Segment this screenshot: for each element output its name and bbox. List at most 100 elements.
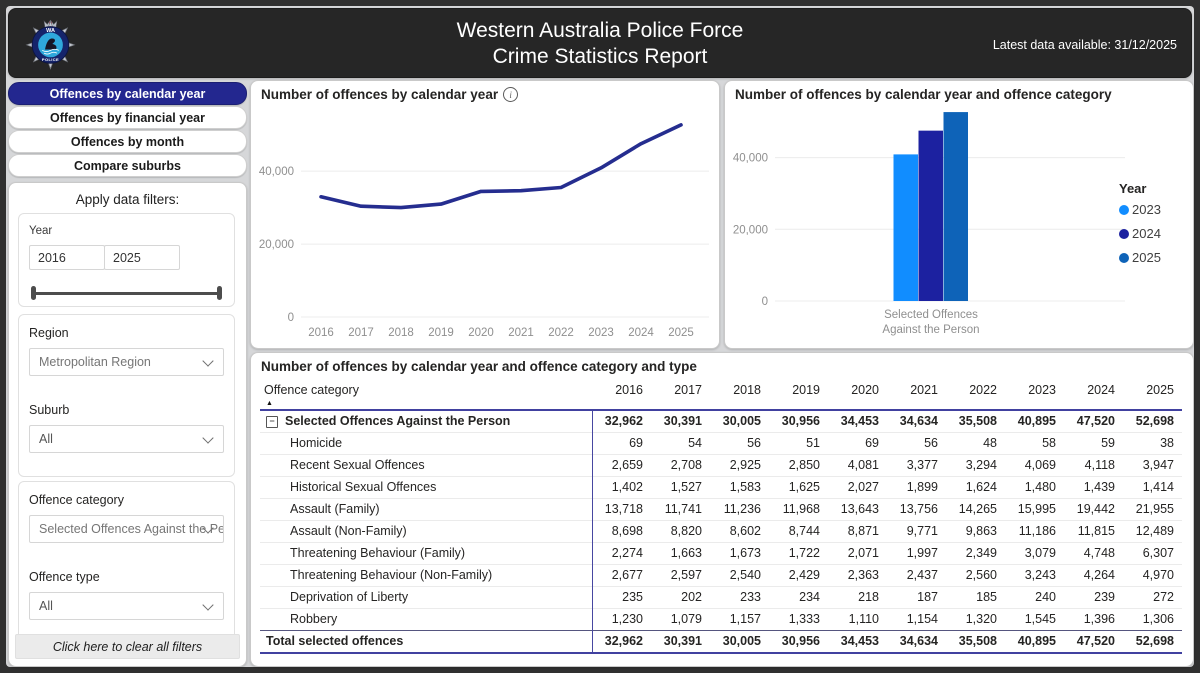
value-cell[interactable]: 1,997 — [887, 542, 946, 565]
collapse-icon[interactable]: − — [266, 415, 278, 428]
offence-category-column-header[interactable]: Offence category ▲ — [260, 380, 592, 410]
value-cell[interactable]: 235 — [591, 586, 651, 609]
value-cell[interactable]: 35,508 — [946, 409, 1005, 433]
value-cell[interactable]: 2,437 — [887, 564, 946, 587]
value-cell[interactable]: 3,079 — [1005, 542, 1064, 565]
value-cell[interactable]: 2,363 — [828, 564, 887, 587]
value-cell[interactable]: 1,230 — [591, 608, 651, 631]
value-cell[interactable]: 12,489 — [1123, 520, 1182, 543]
offence-label-cell[interactable]: Homicide — [260, 432, 592, 455]
value-cell[interactable]: 272 — [1123, 586, 1182, 609]
nav-compare-suburbs[interactable]: Compare suburbs — [8, 154, 247, 177]
offence-label-cell[interactable]: Total selected offences — [260, 630, 592, 654]
value-cell[interactable]: 1,663 — [651, 542, 710, 565]
value-cell[interactable]: 9,771 — [887, 520, 946, 543]
value-cell[interactable]: 218 — [828, 586, 887, 609]
slider-track[interactable] — [33, 292, 220, 295]
value-cell[interactable]: 11,815 — [1064, 520, 1123, 543]
value-cell[interactable]: 1,414 — [1123, 476, 1182, 499]
value-cell[interactable]: 234 — [769, 586, 828, 609]
value-cell[interactable]: 187 — [887, 586, 946, 609]
offence-label-cell[interactable]: − Selected Offences Against the Person — [260, 409, 592, 433]
value-cell[interactable]: 1,527 — [651, 476, 710, 499]
value-cell[interactable]: 2,027 — [828, 476, 887, 499]
value-cell[interactable]: 8,698 — [591, 520, 651, 543]
value-cell[interactable]: 4,118 — [1064, 454, 1123, 477]
value-cell[interactable]: 1,079 — [651, 608, 710, 631]
year-range-slider[interactable] — [31, 286, 222, 300]
legend-item-2023[interactable]: 2023 — [1119, 202, 1183, 217]
value-cell[interactable]: 1,396 — [1064, 608, 1123, 631]
nav-offences-by-financial-year[interactable]: Offences by financial year — [8, 106, 247, 129]
value-cell[interactable]: 1,673 — [710, 542, 769, 565]
year-column-header[interactable]: 2025 — [1146, 383, 1174, 397]
offence-label-cell[interactable]: Threatening Behaviour (Family) — [260, 542, 592, 565]
value-cell[interactable]: 8,820 — [651, 520, 710, 543]
value-cell[interactable]: 59 — [1064, 432, 1123, 455]
value-cell[interactable]: 30,005 — [710, 409, 769, 433]
bar-2024[interactable] — [918, 130, 944, 301]
value-cell[interactable]: 35,508 — [946, 630, 1005, 654]
value-cell[interactable]: 34,634 — [887, 630, 946, 654]
offence-label-cell[interactable]: Robbery — [260, 608, 592, 631]
value-cell[interactable]: 54 — [651, 432, 710, 455]
value-cell[interactable]: 1,480 — [1005, 476, 1064, 499]
value-cell[interactable]: 2,925 — [710, 454, 769, 477]
value-cell[interactable]: 47,520 — [1064, 630, 1123, 654]
value-cell[interactable]: 32,962 — [591, 409, 651, 433]
value-cell[interactable]: 52,698 — [1123, 630, 1182, 654]
value-cell[interactable]: 51 — [769, 432, 828, 455]
year-column-header[interactable]: 2019 — [792, 383, 820, 397]
year-column-header[interactable]: 2020 — [851, 383, 879, 397]
value-cell[interactable]: 1,899 — [887, 476, 946, 499]
year-column-header[interactable]: 2018 — [733, 383, 761, 397]
year-column-header[interactable]: 2017 — [674, 383, 702, 397]
offence-label-cell[interactable]: Recent Sexual Offences — [260, 454, 592, 477]
year-column-header[interactable]: 2016 — [615, 383, 643, 397]
value-cell[interactable]: 30,956 — [769, 409, 828, 433]
offence-type-select[interactable]: All — [29, 592, 224, 620]
value-cell[interactable]: 8,744 — [769, 520, 828, 543]
year-column-header[interactable]: 2021 — [910, 383, 938, 397]
offence-label-cell[interactable]: Deprivation of Liberty — [260, 586, 592, 609]
value-cell[interactable]: 13,718 — [591, 498, 651, 521]
value-cell[interactable]: 4,069 — [1005, 454, 1064, 477]
value-cell[interactable]: 56 — [710, 432, 769, 455]
value-cell[interactable]: 1,320 — [946, 608, 1005, 631]
value-cell[interactable]: 1,154 — [887, 608, 946, 631]
value-cell[interactable]: 2,677 — [591, 564, 651, 587]
value-cell[interactable]: 4,264 — [1064, 564, 1123, 587]
value-cell[interactable]: 1,625 — [769, 476, 828, 499]
value-cell[interactable]: 202 — [651, 586, 710, 609]
value-cell[interactable]: 30,391 — [651, 630, 710, 654]
legend-item-2024[interactable]: 2024 — [1119, 226, 1183, 241]
value-cell[interactable]: 13,756 — [887, 498, 946, 521]
value-cell[interactable]: 1,624 — [946, 476, 1005, 499]
year-column-header[interactable]: 2024 — [1087, 383, 1115, 397]
year-to-input[interactable] — [104, 245, 180, 270]
nav-offences-by-month[interactable]: Offences by month — [8, 130, 247, 153]
offence-label-cell[interactable]: Historical Sexual Offences — [260, 476, 592, 499]
value-cell[interactable]: 48 — [946, 432, 1005, 455]
value-cell[interactable]: 11,968 — [769, 498, 828, 521]
value-cell[interactable]: 15,995 — [1005, 498, 1064, 521]
value-cell[interactable]: 21,955 — [1123, 498, 1182, 521]
value-cell[interactable]: 2,597 — [651, 564, 710, 587]
slider-handle-left[interactable] — [31, 286, 36, 300]
value-cell[interactable]: 32,962 — [591, 630, 651, 654]
value-cell[interactable]: 11,186 — [1005, 520, 1064, 543]
value-cell[interactable]: 2,429 — [769, 564, 828, 587]
value-cell[interactable]: 2,274 — [591, 542, 651, 565]
value-cell[interactable]: 233 — [710, 586, 769, 609]
value-cell[interactable]: 1,110 — [828, 608, 887, 631]
year-column-header[interactable]: 2023 — [1028, 383, 1056, 397]
region-select[interactable]: Metropolitan Region — [29, 348, 224, 376]
nav-offences-by-calendar-year[interactable]: Offences by calendar year — [8, 82, 247, 105]
value-cell[interactable]: 4,081 — [828, 454, 887, 477]
value-cell[interactable]: 4,970 — [1123, 564, 1182, 587]
offence-label-cell[interactable]: Threatening Behaviour (Non-Family) — [260, 564, 592, 587]
value-cell[interactable]: 11,236 — [710, 498, 769, 521]
value-cell[interactable]: 1,157 — [710, 608, 769, 631]
value-cell[interactable]: 2,850 — [769, 454, 828, 477]
value-cell[interactable]: 1,722 — [769, 542, 828, 565]
